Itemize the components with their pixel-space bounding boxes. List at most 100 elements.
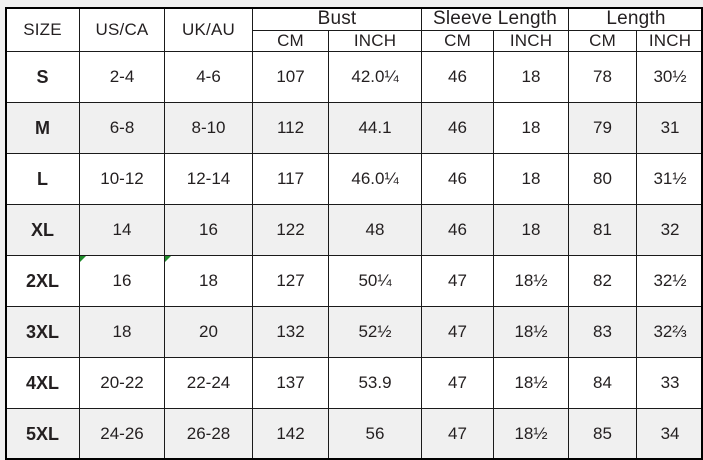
header-bust-cm: CM: [252, 30, 329, 52]
header-bust-inch: INCH: [327, 30, 423, 52]
cell-bust-cm-l: 117: [252, 153, 329, 205]
cell-length-cm-4xl: 84: [568, 357, 638, 409]
cell-uk-au-5xl: 26-28: [164, 408, 253, 460]
cell-length-inch-3xl: 32⅔: [636, 306, 703, 358]
cell-length-inch-5xl: 34: [636, 408, 703, 460]
cell-bust-cm-5xl: 142: [252, 408, 329, 460]
cell-length-cm-xl: 81: [568, 204, 638, 256]
cell-uk-au-s: 4-6: [164, 51, 253, 103]
cell-size-s: S: [5, 51, 80, 103]
table-row: 4XL 20-22 22-24 137 53.9 47 18½ 84 33: [5, 357, 703, 409]
table-header: SIZE US/CA UK/AU Bust Sleeve Length Leng…: [5, 7, 703, 52]
header-group-length: Length: [568, 7, 703, 31]
header-group-bust: Bust: [251, 7, 423, 31]
header-row-units: CM INCH CM INCH CM INCH: [6, 30, 703, 52]
cell-bust-inch-s: 42.0¼: [327, 51, 423, 103]
cell-sleeve-cm-s: 46: [421, 51, 495, 103]
cell-us-ca-2xl: 16: [79, 255, 165, 307]
cell-bust-inch-2xl: 50¼: [327, 255, 423, 307]
cell-bust-cm-xl: 122: [252, 204, 329, 256]
cell-uk-au-m: 8-10: [164, 102, 253, 154]
cell-uk-au-2xl: 18: [164, 255, 253, 307]
table-row: S 2-4 4-6 107 42.0¼ 46 18 78 30½: [5, 51, 703, 103]
cell-length-cm-m: 79: [568, 102, 638, 154]
cell-us-ca-5xl: 24-26: [79, 408, 165, 460]
header-row-groups: SIZE US/CA UK/AU Bust Sleeve Length Leng…: [5, 7, 703, 52]
header-sleeve-inch: INCH: [493, 30, 570, 52]
cell-sleeve-cm-2xl: 47: [421, 255, 495, 307]
table-row: 3XL 18 20 132 52½ 47 18½ 83 32⅔: [5, 306, 703, 358]
cell-sleeve-cm-l: 46: [421, 153, 495, 205]
cell-sleeve-inch-2xl: 18½: [493, 255, 570, 307]
cell-uk-au-l: 12-14: [164, 153, 253, 205]
cell-size-m: M: [5, 102, 80, 154]
table-row: 5XL 24-26 26-28 142 56 47 18½ 85 34: [5, 408, 703, 460]
size-chart-table: SIZE US/CA UK/AU Bust Sleeve Length Leng…: [5, 7, 703, 460]
cell-sleeve-cm-xl: 46: [421, 204, 495, 256]
cell-sleeve-inch-5xl: 18½: [493, 408, 570, 460]
cell-length-inch-l: 31½: [636, 153, 703, 205]
cell-length-inch-s: 30½: [636, 51, 703, 103]
cell-length-inch-2xl: 32½: [636, 255, 703, 307]
cell-length-inch-m: 31: [636, 102, 703, 154]
header-group-sleeve-length: Sleeve Length: [421, 7, 570, 31]
header-uk-au: UK/AU: [164, 7, 253, 52]
cell-length-cm-5xl: 85: [568, 408, 638, 460]
cell-uk-au-3xl: 20: [164, 306, 253, 358]
cell-us-ca-l: 10-12: [79, 153, 165, 205]
cell-sleeve-cm-4xl: 47: [421, 357, 495, 409]
cell-sleeve-inch-l: 18: [493, 153, 570, 205]
header-length-inch: INCH: [636, 30, 703, 52]
cell-sleeve-inch-s: 18: [493, 51, 570, 103]
cell-sleeve-inch-xl: 18: [493, 204, 570, 256]
cell-sleeve-inch-4xl: 18½: [493, 357, 570, 409]
cell-us-ca-s: 2-4: [79, 51, 165, 103]
table-row: L 10-12 12-14 117 46.0¼ 46 18 80 31½: [5, 153, 703, 205]
cell-bust-inch-5xl: 56: [327, 408, 423, 460]
size-chart-container: SIZE US/CA UK/AU Bust Sleeve Length Leng…: [5, 7, 703, 460]
cell-bust-cm-3xl: 132: [252, 306, 329, 358]
cell-bust-inch-3xl: 52½: [327, 306, 423, 358]
cell-sleeve-cm-3xl: 47: [421, 306, 495, 358]
cell-us-ca-xl: 14: [79, 204, 165, 256]
header-size: SIZE: [5, 7, 80, 52]
cell-bust-inch-4xl: 53.9: [327, 357, 423, 409]
cell-length-cm-3xl: 83: [568, 306, 638, 358]
cell-sleeve-inch-3xl: 18½: [493, 306, 570, 358]
comment-marker-icon: [80, 256, 86, 262]
cell-bust-inch-m: 44.1: [327, 102, 423, 154]
cell-bust-cm-4xl: 137: [252, 357, 329, 409]
cell-us-ca-3xl: 18: [79, 306, 165, 358]
cell-size-3xl: 3XL: [5, 306, 80, 358]
cell-size-2xl: 2XL: [5, 255, 80, 307]
cell-size-l: L: [5, 153, 80, 205]
cell-length-cm-l: 80: [568, 153, 638, 205]
cell-bust-inch-l: 46.0¼: [327, 153, 423, 205]
cell-uk-au-xl: 16: [164, 204, 253, 256]
cell-sleeve-inch-m: 18: [493, 102, 570, 154]
table-row: M 6-8 8-10 112 44.1 46 18 79 31: [5, 102, 703, 154]
cell-uk-au-4xl: 22-24: [164, 357, 253, 409]
cell-us-ca-m: 6-8: [79, 102, 165, 154]
table-body: S 2-4 4-6 107 42.0¼ 46 18 78 30½ M 6-8 8-10 112 44.1 4…: [5, 51, 703, 460]
cell-bust-cm-m: 112: [252, 102, 329, 154]
cell-length-cm-2xl: 82: [568, 255, 638, 307]
cell-sleeve-cm-m: 46: [421, 102, 495, 154]
header-sleeve-cm: CM: [421, 30, 495, 52]
cell-us-ca-4xl: 20-22: [79, 357, 165, 409]
table-row: 2XL 16 18 127 50¼ 47 18½ 82 32½: [5, 255, 703, 307]
cell-bust-cm-s: 107: [252, 51, 329, 103]
header-length-cm: CM: [568, 30, 638, 52]
header-us-ca: US/CA: [79, 7, 165, 52]
cell-length-cm-s: 78: [568, 51, 638, 103]
cell-size-xl: XL: [5, 204, 80, 256]
cell-length-inch-xl: 32: [636, 204, 703, 256]
comment-marker-icon: [165, 256, 171, 262]
cell-sleeve-cm-5xl: 47: [421, 408, 495, 460]
cell-size-5xl: 5XL: [5, 408, 80, 460]
cell-size-4xl: 4XL: [5, 357, 80, 409]
table-row: XL 14 16 122 48 46 18 81 32: [5, 204, 703, 256]
cell-length-inch-4xl: 33: [636, 357, 703, 409]
cell-bust-inch-xl: 48: [327, 204, 423, 256]
